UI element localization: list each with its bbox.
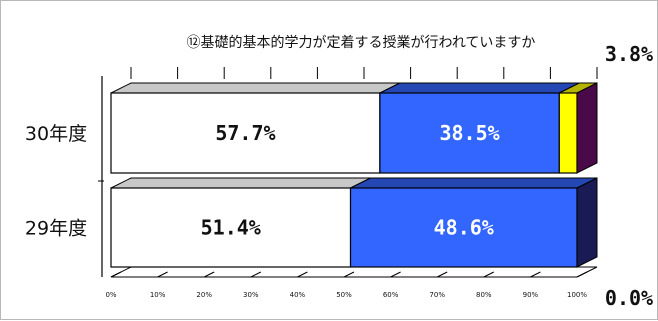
- x-tick-label: 60%: [383, 291, 399, 299]
- x-tick: [483, 271, 495, 278]
- x-tick-label: 20%: [196, 291, 212, 299]
- x-tick: [436, 271, 448, 278]
- bar-segment: [379, 92, 560, 174]
- bar-segment: [110, 187, 352, 268]
- x-tick-label: 10%: [150, 291, 166, 299]
- x-tick-label: 100%: [567, 291, 587, 299]
- x-tick: [390, 271, 401, 278]
- bar-segment: [110, 92, 381, 174]
- x-tick: [203, 271, 215, 278]
- x-tick-label: 0%: [105, 291, 116, 299]
- bar-top-face: [379, 82, 580, 94]
- data-label: 0.0%: [605, 286, 653, 310]
- x-tick-label: 30%: [243, 291, 259, 299]
- x-tick-label: 70%: [429, 291, 445, 299]
- category-label: 30年度: [25, 123, 87, 145]
- data-label: 38.5%: [439, 121, 499, 145]
- data-label: 57.7%: [215, 121, 275, 145]
- x-tick-label: 50%: [336, 291, 352, 299]
- x-tick-label: 40%: [290, 291, 306, 299]
- x-tick: [157, 271, 168, 278]
- bar-segment: [349, 187, 578, 268]
- x-tick: [530, 271, 541, 278]
- bar-side-face: [576, 177, 598, 268]
- x-tick-label: 90%: [523, 291, 539, 299]
- category-label: 29年度: [25, 218, 87, 240]
- chart-title: ⑫基礎的基本的学力が定着する授業が行われていますか: [187, 34, 536, 51]
- x-tick: [297, 271, 308, 278]
- x-tick: [576, 271, 588, 278]
- bar-side-face: [576, 82, 598, 174]
- x-tick-label: 80%: [476, 291, 492, 299]
- bar-top-face: [350, 177, 598, 189]
- bar-segment: [558, 92, 578, 174]
- x-tick: [110, 271, 122, 278]
- data-label: 51.4%: [201, 216, 261, 240]
- data-label: 3.8%: [605, 42, 653, 66]
- x-tick: [343, 271, 355, 278]
- bar-top-face: [110, 177, 371, 189]
- data-label: 48.6%: [434, 216, 494, 240]
- x-tick: [250, 271, 262, 278]
- bar-top-face: [110, 82, 401, 94]
